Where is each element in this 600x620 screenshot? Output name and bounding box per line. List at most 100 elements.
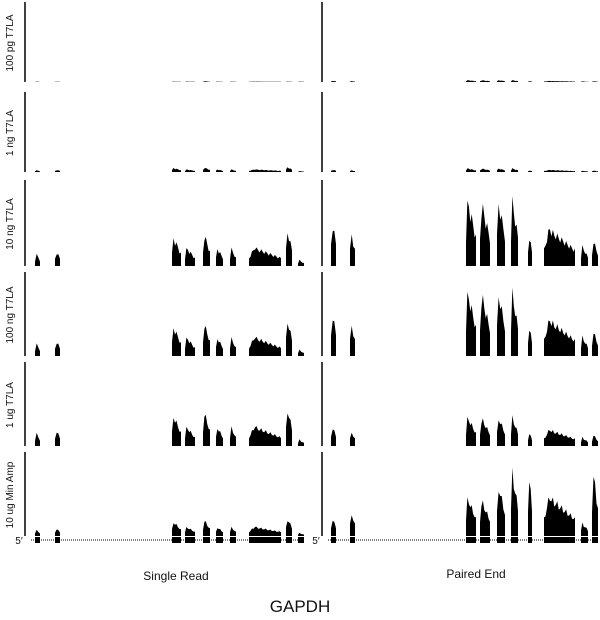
panel-label: Single Read [143, 569, 208, 583]
coverage-peak [511, 168, 518, 172]
coverage-peak [230, 337, 236, 356]
coverage-peak [331, 170, 336, 172]
coverage-peak [185, 527, 195, 536]
coverage-peak [497, 492, 505, 536]
coverage-peak [172, 417, 181, 446]
row-label: 1 ug T7LA [5, 382, 16, 428]
exon [331, 537, 336, 543]
coverage-peak [581, 244, 588, 266]
exon [480, 537, 490, 543]
coverage-peak [249, 526, 281, 536]
coverage-peak [592, 477, 598, 536]
row-label: 100 ng T7LA [5, 286, 16, 343]
exon [249, 537, 281, 543]
exon [185, 537, 195, 543]
coverage-peak [298, 171, 304, 172]
coverage-peak [592, 81, 598, 82]
coverage-peak [592, 243, 598, 266]
coverage-peak [544, 430, 575, 446]
coverage-peak [286, 323, 292, 356]
coverage-peak [480, 500, 490, 536]
coverage-peak [480, 80, 490, 82]
row-label: 100 pg T7LA [5, 14, 16, 71]
exon [203, 537, 210, 543]
coverage-peak [480, 203, 490, 266]
exon [350, 537, 355, 543]
coverage-peak [511, 80, 518, 82]
coverage-peak [230, 526, 236, 536]
coverage-peak [592, 170, 598, 172]
coverage-peak [497, 80, 505, 82]
row-label: 10 ng T7LA [5, 198, 16, 250]
coverage-peak [249, 247, 281, 266]
coverage-peak [249, 169, 281, 172]
coverage-peak [203, 326, 210, 356]
exon [581, 537, 588, 543]
coverage-peak [544, 497, 575, 536]
row-label: 1 ng T7LA [5, 110, 16, 156]
coverage-peak [350, 234, 355, 266]
coverage-peak [466, 200, 476, 266]
exon [298, 537, 304, 543]
coverage-peak [203, 521, 210, 536]
coverage-peak [172, 328, 181, 356]
coverage-peak [592, 435, 598, 446]
coverage-peak [331, 320, 336, 356]
coverage-peak [497, 204, 505, 266]
coverage-peak [581, 335, 588, 356]
coverage-peak [216, 429, 223, 446]
coverage-peak [544, 229, 575, 266]
coverage-peak [528, 330, 532, 356]
coverage-peak [55, 343, 60, 356]
coverage-peak [544, 169, 575, 172]
coverage-peak [286, 413, 292, 446]
coverage-peak [216, 528, 223, 536]
coverage-peak [466, 416, 476, 446]
coverage-peak [480, 168, 490, 172]
coverage-peak [249, 336, 281, 356]
coverage-peak [35, 343, 40, 356]
coverage-peak [511, 287, 518, 356]
exon [466, 537, 476, 543]
coverage-peak [592, 333, 598, 356]
figure-title: GAPDH [270, 597, 330, 616]
exon [35, 537, 40, 543]
coverage-peak [581, 436, 588, 446]
exon [230, 537, 236, 543]
coverage-peak [216, 169, 223, 172]
coverage-peak [55, 170, 60, 172]
coverage-peak [216, 249, 223, 266]
coverage-peak [581, 170, 588, 172]
coverage-peak [298, 259, 304, 266]
coverage-peak [511, 415, 518, 446]
coverage-peak [35, 170, 40, 172]
coverage-peak [286, 521, 292, 536]
coverage-peak [230, 169, 236, 172]
coverage-peak [185, 169, 195, 172]
coverage-peak [466, 291, 476, 356]
coverage-peak [480, 418, 490, 446]
coverage-peak [511, 195, 518, 266]
coverage-peak [35, 529, 40, 536]
coverage-peak [55, 254, 60, 266]
coverage-peak [35, 253, 40, 266]
coverage-peak [544, 80, 575, 82]
coverage-peak [528, 240, 532, 266]
coverage-peak [185, 337, 195, 356]
coverage-peak [331, 230, 336, 266]
coverage-peak [331, 429, 336, 446]
coverage-peak [35, 432, 40, 446]
coverage-peak [466, 80, 476, 82]
coverage-peak [298, 349, 304, 356]
gene-end-label: 5′ [15, 536, 23, 547]
coverage-peak [55, 432, 60, 446]
exon [497, 537, 505, 543]
coverage-peak [466, 168, 476, 172]
coverage-peak [230, 247, 236, 266]
coverage-peak [581, 522, 588, 536]
coverage-peak [331, 520, 336, 536]
coverage-peak [528, 170, 532, 172]
coverage-peak [216, 339, 223, 356]
coverage-peak [203, 236, 210, 266]
row-label: 10 ug Min Amp [5, 461, 16, 528]
